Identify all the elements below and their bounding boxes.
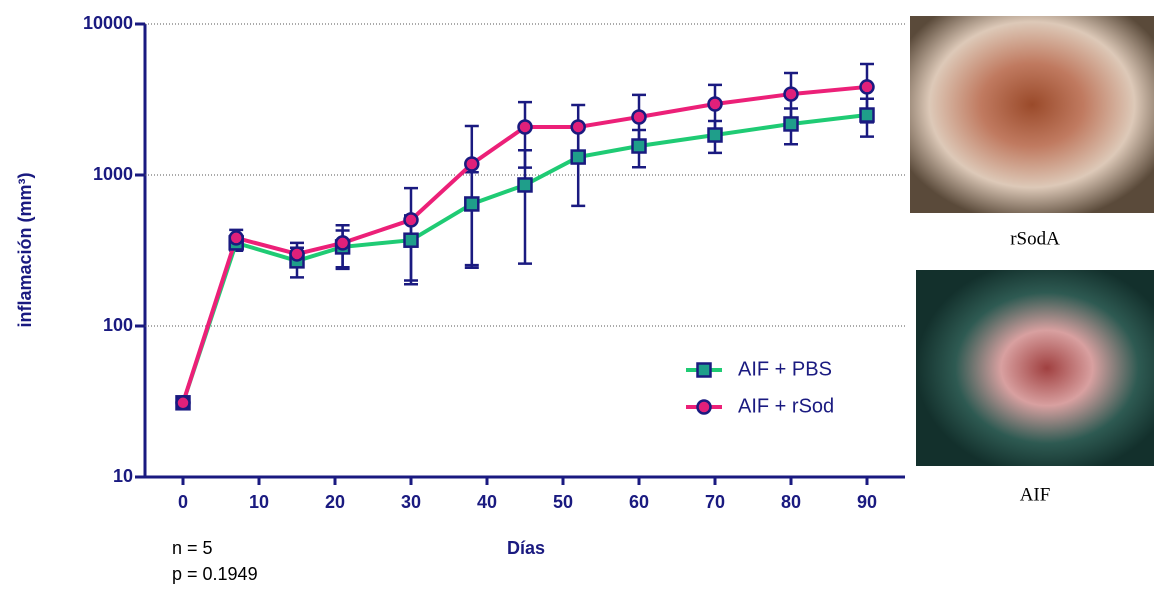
annotation: n = 5 xyxy=(172,538,213,558)
series-line xyxy=(181,84,868,404)
marker xyxy=(859,107,875,123)
y-tick-label: 1000 xyxy=(93,164,133,184)
legend-label: AIF + rSod xyxy=(738,395,834,417)
marker xyxy=(631,138,647,154)
marker xyxy=(175,395,191,411)
x-tick-label: 90 xyxy=(857,492,877,512)
marker xyxy=(707,96,723,112)
marker xyxy=(464,196,480,212)
marker xyxy=(464,156,480,172)
x-tick-label: 40 xyxy=(477,492,497,512)
y-axis-label: inflamación (mm³) xyxy=(15,172,35,327)
x-tick-label: 10 xyxy=(249,492,269,512)
photo-caption: rSodA xyxy=(1010,228,1060,249)
plot: 10 100 1000 10000 0 10 20 30 40 50 60 70 80 90 AIF + P… xyxy=(83,13,905,512)
marker xyxy=(859,79,875,95)
y-tick-label: 10000 xyxy=(83,13,133,33)
x-tick-label: 20 xyxy=(325,492,345,512)
x-axis-label: Días xyxy=(507,538,545,558)
marker xyxy=(517,177,533,193)
marker xyxy=(403,232,419,248)
marker xyxy=(783,86,799,102)
legend-marker xyxy=(696,399,712,415)
x-tick-label: 30 xyxy=(401,492,421,512)
error-bar xyxy=(464,124,479,267)
marker xyxy=(289,246,305,262)
marker xyxy=(783,116,799,132)
photo-rsoda xyxy=(910,16,1154,213)
x-tick-label: 60 xyxy=(629,492,649,512)
x-tick-label: 70 xyxy=(705,492,725,512)
y-tick-label: 100 xyxy=(103,315,133,335)
marker xyxy=(570,149,586,165)
error-bar xyxy=(518,100,532,169)
photo-caption: AIF xyxy=(1020,484,1051,505)
marker xyxy=(517,119,533,135)
x-tick-label: 0 xyxy=(178,492,188,512)
marker xyxy=(228,230,244,246)
marker xyxy=(631,109,647,125)
x-tick-label: 50 xyxy=(553,492,573,512)
x-tick-label: 80 xyxy=(781,492,801,512)
series-line xyxy=(181,113,868,404)
legend-marker xyxy=(696,362,712,378)
marker xyxy=(707,127,723,143)
y-tick-label: 10 xyxy=(113,466,133,486)
legend: AIF + PBS AIF + rSod xyxy=(686,358,834,417)
marker xyxy=(570,119,586,135)
legend-label: AIF + PBS xyxy=(738,358,832,380)
annotation: p = 0.1949 xyxy=(172,564,258,584)
marker xyxy=(334,235,351,251)
marker xyxy=(403,212,419,228)
photo-aif xyxy=(916,270,1154,466)
